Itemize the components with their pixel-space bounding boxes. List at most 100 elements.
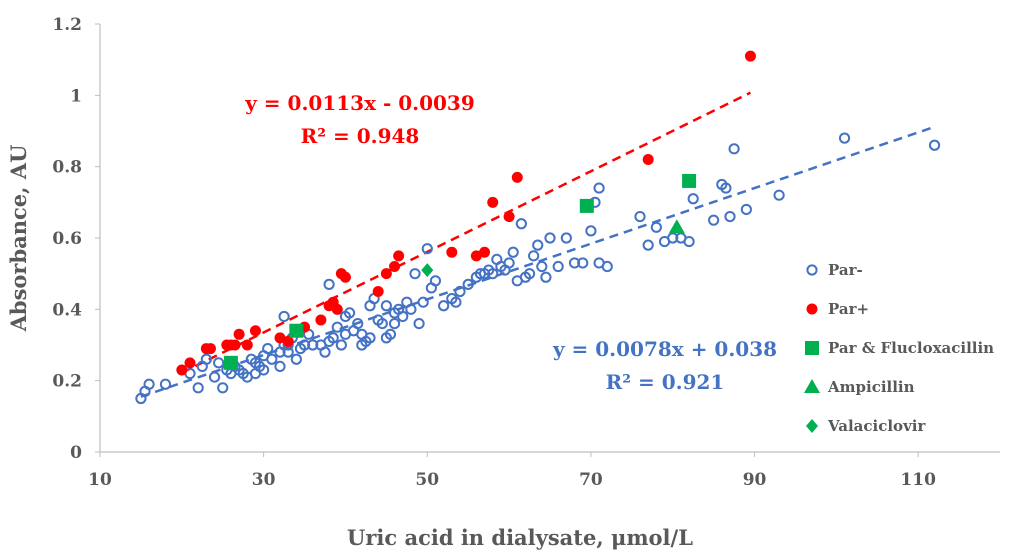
y-tick-label: 0.2 [52,372,82,392]
par-point [208,371,221,383]
par-point [446,246,458,258]
x-axis-title: Uric acid in dialysate, μmol/L [347,525,693,550]
par-point [343,307,356,319]
par-point [728,143,740,155]
par-point [515,218,527,230]
legend-item-valaciclovir: Valaciclovir [806,417,926,435]
par-point [331,321,343,333]
par-point [241,339,253,351]
trendline-par- [181,91,752,374]
axes: 10 30 50 70 90 110 0 0.2 0.4 0.6 0.8 1 1.2 [52,15,1000,490]
par-point [327,332,339,344]
par-point [258,364,270,376]
par-point [601,260,613,273]
par-point [290,353,302,365]
par-point [577,257,589,269]
series-par [135,132,941,405]
data-points [135,50,941,405]
par-flucloxacillin-point [579,198,594,213]
par-point [585,225,597,237]
par-point [413,318,425,330]
par-point [213,357,225,369]
x-tick-label: 90 [743,470,767,490]
par-point [838,132,851,144]
par-point [364,332,376,344]
legend-item-ampicillin: Ampicillin [804,378,915,396]
par-point [282,335,294,347]
par-point [372,286,384,297]
par-point [544,232,556,244]
trendline-par- [140,125,935,398]
valaciclovir-point [421,263,434,278]
par-point [438,300,450,312]
series-ampicillin [668,219,685,234]
par-point [528,250,540,262]
legend-item-par: Par- [806,261,863,279]
legend-marker-valaciclovir [806,419,818,433]
par-point [593,182,605,194]
par-point [650,221,662,233]
par-flucloxacillin-point [223,355,238,370]
par-point [380,268,392,280]
par-point [740,203,752,216]
legend-label-par: Par- [828,261,863,279]
par-point [405,303,417,315]
y-tick-label: 0.8 [52,158,82,178]
par-point [928,139,941,151]
par-point [307,339,319,351]
par-point [192,382,204,394]
par-point [552,260,564,273]
par-point [532,239,544,251]
par-point [409,268,421,280]
par-point [397,310,409,323]
par-point [536,260,548,273]
par-point [335,339,347,351]
par-point [176,364,188,376]
x-tick-label: 110 [900,470,936,490]
par-point [204,343,216,355]
par-point [262,342,274,355]
legend-marker-par [806,303,818,315]
par-point [540,271,552,283]
legend-item-par: Par+ [806,300,869,318]
legend-label-ampicillin: Ampicillin [827,378,915,396]
par-minus-equation: y = 0.0078x + 0.038 [552,337,777,361]
par-point [560,232,572,244]
par-point [744,50,756,62]
par-point [393,250,405,262]
x-tick-label: 50 [415,470,439,490]
y-tick-label: 1.2 [52,15,82,35]
par-point [249,325,261,337]
par-point [568,257,581,269]
par-point [511,171,523,183]
par-point [388,318,401,330]
ampicillin-point [668,219,685,234]
par-point [503,211,515,223]
par-point [773,189,785,201]
par-point [462,278,474,290]
par-point [454,285,466,298]
x-tick-label: 30 [252,470,276,490]
par-point [384,328,397,340]
legend-marker-par-flucloxacillin [805,341,819,355]
par-point [642,154,654,166]
par-point [487,268,499,280]
par-point [352,318,364,330]
legend-label-par: Par+ [828,300,869,318]
par-point [282,346,294,358]
par-point [200,353,212,365]
par-point [708,214,720,226]
legend-item-par-flucloxacillin: Par & Flucloxacillin [805,339,994,357]
y-axis-title: Absorbance, AU [6,145,31,333]
par-point [523,268,536,280]
par-point [503,257,515,269]
par-point [217,382,229,394]
par-point [634,211,646,223]
par-point [339,271,351,283]
par-point [229,339,241,351]
par-point [233,328,245,340]
par-point [159,378,172,390]
par-point [389,261,401,273]
par-point [479,246,491,258]
